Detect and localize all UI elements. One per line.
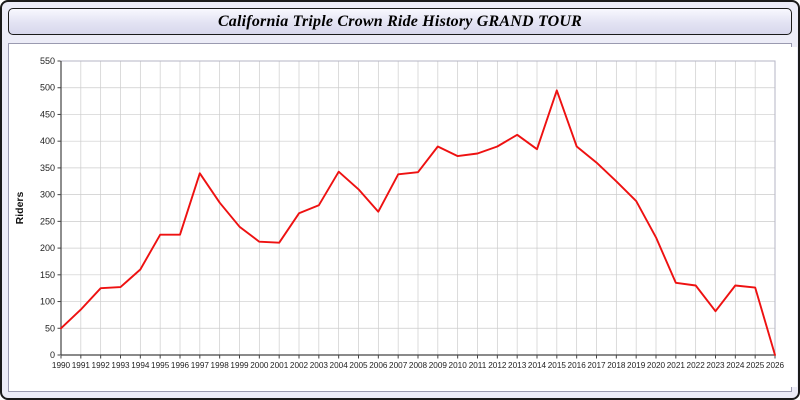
ride-history-line-chart: 1990 1991 1992 1993 1994 1995 1996 1997 1998 1999…: [11, 47, 797, 387]
svg-text:2003: 2003: [310, 361, 329, 370]
svg-text:1994: 1994: [131, 361, 150, 370]
svg-text:1995: 1995: [151, 361, 170, 370]
svg-text:1992: 1992: [92, 361, 111, 370]
page-title: California Triple Crown Ride History GRA…: [217, 12, 583, 30]
svg-text:1991: 1991: [72, 361, 91, 370]
svg-text:2013: 2013: [508, 361, 527, 370]
svg-text:2000: 2000: [250, 361, 269, 370]
svg-text:2002: 2002: [290, 361, 309, 370]
svg-text:0: 0: [50, 350, 55, 360]
svg-text:2009: 2009: [429, 361, 448, 370]
svg-text:500: 500: [40, 83, 55, 93]
svg-text:2007: 2007: [389, 361, 408, 370]
svg-text:2006: 2006: [369, 361, 388, 370]
svg-text:200: 200: [40, 243, 55, 253]
svg-text:400: 400: [40, 136, 55, 146]
svg-text:50: 50: [45, 323, 55, 333]
title-bar: California Triple Crown Ride History GRA…: [8, 8, 792, 35]
svg-text:Riders: Riders: [14, 192, 26, 225]
svg-text:150: 150: [40, 270, 55, 280]
svg-text:2019: 2019: [627, 361, 646, 370]
svg-text:1993: 1993: [111, 361, 130, 370]
svg-text:2016: 2016: [568, 361, 587, 370]
svg-text:2005: 2005: [349, 361, 368, 370]
svg-text:2001: 2001: [270, 361, 289, 370]
svg-text:1997: 1997: [191, 361, 210, 370]
chart-panel: 1990 1991 1992 1993 1994 1995 1996 1997 1998 1999…: [8, 43, 797, 392]
svg-text:2015: 2015: [548, 361, 567, 370]
svg-text:2011: 2011: [469, 361, 487, 370]
svg-text:2012: 2012: [488, 361, 507, 370]
svg-text:2024: 2024: [726, 361, 745, 370]
svg-text:2010: 2010: [449, 361, 468, 370]
svg-text:250: 250: [40, 216, 55, 226]
svg-text:2017: 2017: [587, 361, 606, 370]
svg-text:2022: 2022: [687, 361, 706, 370]
svg-text:2025: 2025: [746, 361, 765, 370]
svg-text:2014: 2014: [528, 361, 547, 370]
svg-text:550: 550: [40, 56, 55, 66]
svg-text:2023: 2023: [706, 361, 725, 370]
svg-text:1998: 1998: [211, 361, 230, 370]
svg-text:2026: 2026: [766, 361, 785, 370]
svg-text:350: 350: [40, 163, 55, 173]
svg-text:450: 450: [40, 109, 55, 119]
svg-text:2020: 2020: [647, 361, 666, 370]
svg-text:2018: 2018: [607, 361, 626, 370]
svg-text:1996: 1996: [171, 361, 190, 370]
svg-text:2021: 2021: [667, 361, 686, 370]
svg-text:2004: 2004: [330, 361, 349, 370]
svg-text:100: 100: [40, 297, 55, 307]
svg-text:300: 300: [40, 190, 55, 200]
svg-text:1990: 1990: [52, 361, 71, 370]
svg-text:2008: 2008: [409, 361, 428, 370]
svg-text:1999: 1999: [230, 361, 249, 370]
